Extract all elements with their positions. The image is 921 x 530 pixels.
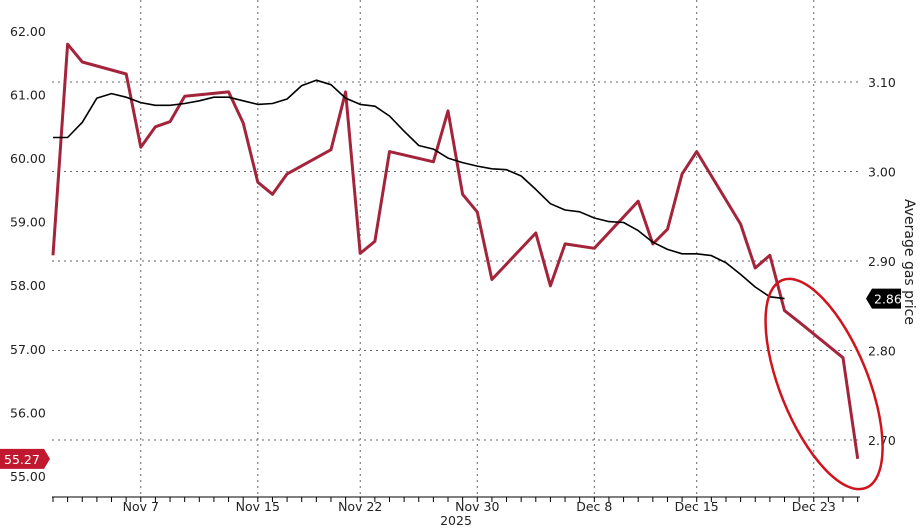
x-tick-label: Nov 7: [123, 499, 159, 514]
value-labels: 55.27 2.86: [0, 288, 902, 469]
black-series-line: [53, 79, 785, 300]
left-tick-label: 59.00: [10, 215, 46, 230]
right-tick-label: 3.10: [868, 75, 896, 90]
left-tick-label: 55.00: [10, 469, 46, 484]
right-y-axis: 2.702.802.903.003.10: [868, 75, 896, 448]
x-axis-label: 2025: [440, 513, 472, 528]
left-y-axis: 55.00 56.00 57.00 58.00 59.00 60.00 61.00 62.00: [10, 24, 46, 484]
last-value-label: 2.86: [874, 292, 902, 307]
x-tick-label: Nov 30: [455, 499, 499, 514]
last-value-label: 55.27: [4, 452, 40, 467]
right-tick-label: 2.80: [868, 344, 896, 359]
right-tick-label: 3.00: [868, 165, 896, 180]
right-tick-label: 2.90: [868, 254, 896, 269]
left-tick-label: 62.00: [10, 24, 46, 39]
left-tick-label: 56.00: [10, 405, 46, 420]
last-value-badge: [866, 288, 901, 309]
left-tick-label: 57.00: [10, 342, 46, 357]
left-tick-label: 61.00: [10, 87, 46, 102]
left-tick-label: 60.00: [10, 151, 46, 166]
x-tick-label: Dec 23: [792, 499, 836, 514]
gridlines: [52, 0, 860, 497]
x-tick-label: Nov 22: [338, 499, 382, 514]
x-tick-label: Dec 15: [675, 499, 719, 514]
red-series-line: [51, 42, 860, 460]
annotation-ellipse: [764, 277, 884, 491]
left-tick-label: 58.00: [10, 278, 46, 293]
x-axis: Nov 7 Nov 15 Nov 22 Nov 30 Dec 8 Dec 15 Dec 23: [52, 496, 860, 514]
series-lines: [51, 42, 884, 491]
x-tick-label: Nov 15: [236, 499, 280, 514]
x-tick-label: Dec 8: [576, 499, 612, 514]
last-value-badge: [0, 448, 50, 469]
right-axis-label: Average gas price: [901, 199, 917, 325]
